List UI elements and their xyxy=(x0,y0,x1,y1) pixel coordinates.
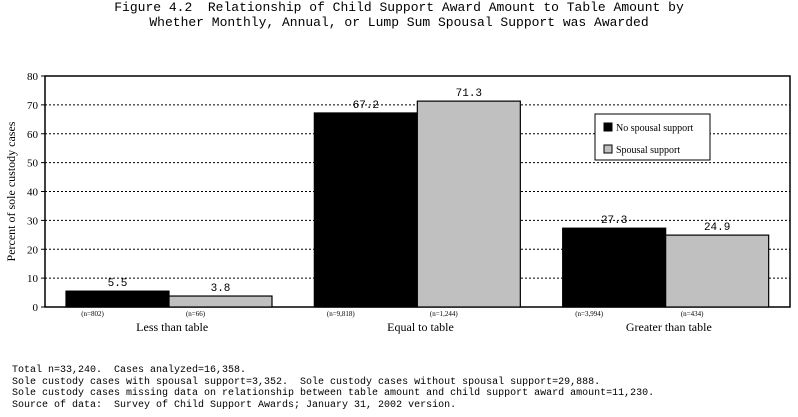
legend-label: Spousal support xyxy=(616,145,680,156)
sample-size-label: (n=3,994) xyxy=(575,310,604,318)
bar xyxy=(313,112,418,308)
y-tick-label: 0 xyxy=(33,302,39,314)
bar xyxy=(665,234,770,308)
bar-value-label: 67.2 xyxy=(353,100,379,112)
y-tick-label: 50 xyxy=(27,158,39,170)
sample-size-label: (n=802) xyxy=(81,310,104,318)
footnote-line-1: Total n=33,240. Cases analyzed=16,358. xyxy=(12,365,247,376)
labels: 0 10 20 30 40 50 60 70 80 Percent of sole custody… xyxy=(4,71,730,334)
footnote-line-4: Source of data: Survey of Child Support … xyxy=(12,399,457,411)
y-tick-label: 80 xyxy=(27,71,39,83)
bar-chart: 0 10 20 30 40 50 60 70 80 Percent of sole custody… xyxy=(4,71,791,334)
footnote-line-2: Sole custody cases with spousal support=… xyxy=(12,376,601,388)
bar-value-label: 27.3 xyxy=(601,215,627,227)
sample-size-label: (n=434) xyxy=(681,310,704,318)
legend-swatch xyxy=(603,144,613,154)
legend-swatch xyxy=(603,122,613,132)
y-tick-label: 20 xyxy=(27,244,39,256)
footnote-line-3: Sole custody cases missing data on relat… xyxy=(12,388,655,399)
legend-box xyxy=(594,113,711,161)
footnotes: Total n=33,240. Cases analyzed=16,358. S… xyxy=(12,365,654,411)
y-tick-label: 60 xyxy=(27,129,39,141)
bar-value-label: 5.5 xyxy=(108,278,128,290)
bar xyxy=(168,295,273,308)
bars xyxy=(65,100,770,308)
sample-size-label: (n=1,244) xyxy=(430,310,459,318)
x-category-label: Equal to table xyxy=(387,320,454,334)
bar-value-label: 3.8 xyxy=(211,283,231,295)
x-category-label: Greater than table xyxy=(626,320,712,334)
figure-title-line-2: Whether Monthly, Annual, or Lump Sum Spo… xyxy=(149,15,649,30)
bar xyxy=(416,100,521,308)
figure-title: Figure 4.2 Relationship of Child Support… xyxy=(0,0,798,30)
x-category-label: Less than table xyxy=(136,320,208,334)
bar xyxy=(65,290,170,308)
y-axis-label: Percent of sole custody cases xyxy=(4,121,18,261)
legend: No spousal support Spousal support xyxy=(594,113,711,161)
figure-title-line-1: Figure 4.2 Relationship of Child Support… xyxy=(114,0,684,15)
bar-value-label: 24.9 xyxy=(704,222,730,234)
y-tick-label: 70 xyxy=(27,100,39,112)
sample-size-label: (n=9,818) xyxy=(327,310,356,318)
y-tick-label: 40 xyxy=(27,187,39,199)
bar-value-label: 71.3 xyxy=(456,88,482,100)
y-tick-label: 30 xyxy=(27,215,39,227)
bar xyxy=(562,227,667,308)
y-tick-label: 10 xyxy=(27,273,39,285)
legend-label: No spousal support xyxy=(616,123,693,134)
sample-size-label: (n=66) xyxy=(186,310,206,318)
